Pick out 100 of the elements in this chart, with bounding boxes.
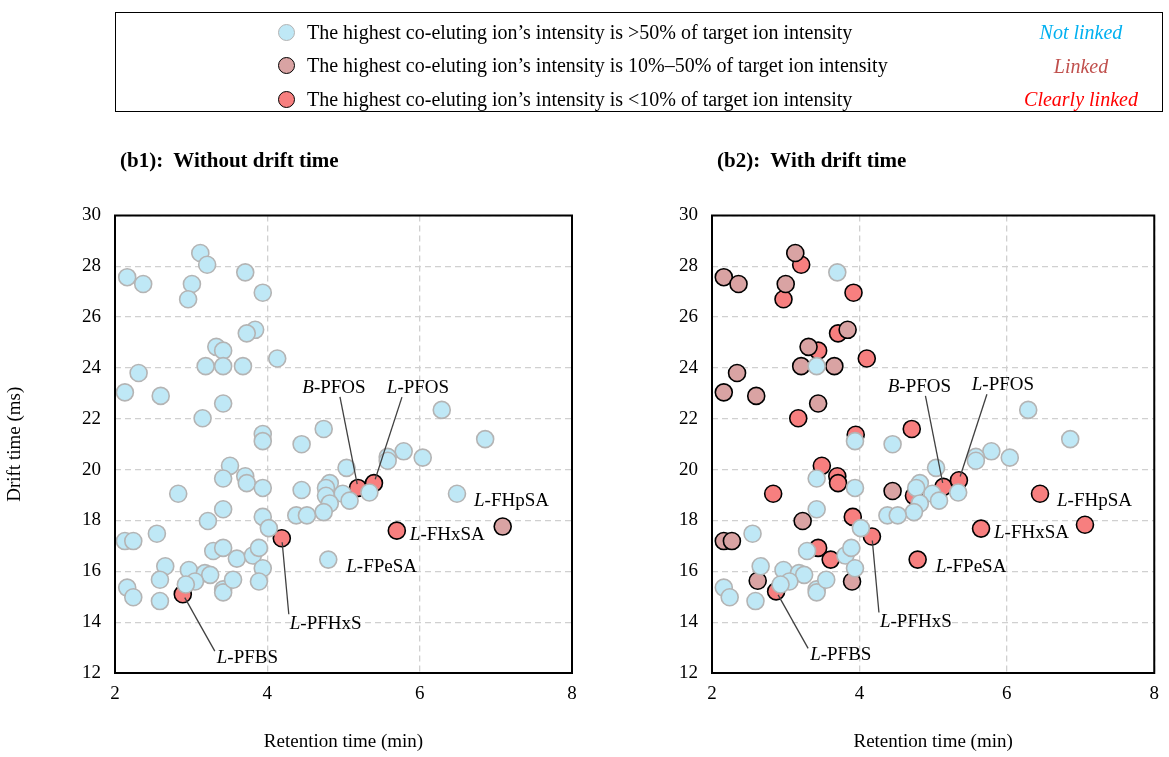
annotation: L-FPeSA	[934, 554, 1007, 576]
y-tick-label: 14	[82, 610, 102, 632]
y-tick-label: 18	[679, 508, 698, 530]
point	[883, 481, 902, 501]
x-tick-label: 8	[1149, 682, 1159, 704]
y-tick-label: 20	[82, 457, 101, 479]
point	[807, 499, 826, 519]
point	[816, 570, 836, 589]
point	[828, 263, 847, 282]
y-tick-label: 28	[679, 254, 698, 276]
annotation: B-PFOS	[302, 375, 366, 397]
annotation: L-FPeSA	[345, 554, 418, 576]
y-tick-label: 24	[82, 355, 102, 377]
point	[982, 442, 1001, 461]
point	[844, 283, 863, 302]
point	[971, 519, 991, 538]
point	[906, 478, 926, 498]
point	[799, 337, 818, 357]
x-tick-label: 4	[854, 682, 865, 704]
point	[774, 289, 793, 309]
point	[845, 558, 865, 578]
point	[845, 431, 865, 451]
annotation: L-PFHxS	[878, 610, 952, 632]
point	[722, 531, 742, 551]
point	[746, 386, 766, 406]
point	[807, 469, 826, 488]
legend-label: The highest co-eluting ion’s intensity is >50% of target ion intensity	[307, 20, 853, 44]
y-tick-label: 16	[679, 559, 698, 581]
point	[888, 506, 908, 525]
point	[727, 363, 747, 383]
point	[883, 434, 902, 454]
point	[794, 565, 814, 585]
point	[845, 478, 865, 498]
point	[797, 541, 817, 561]
point	[776, 274, 796, 294]
x-tick-label: 4	[262, 682, 273, 704]
x-tick-label: 2	[707, 682, 717, 704]
y-tick-label: 20	[679, 457, 698, 479]
point	[926, 458, 946, 478]
text: Clearly linked	[1023, 87, 1139, 113]
annotation: L-PFBS	[809, 643, 872, 665]
point	[746, 591, 765, 611]
chart-title: (b2): With drift time	[717, 148, 907, 173]
point	[714, 267, 734, 287]
point	[791, 356, 811, 376]
y-tick-label: 28	[82, 254, 101, 276]
point	[838, 320, 857, 340]
point	[720, 587, 739, 607]
point	[751, 556, 770, 576]
y-axis-title: Drift time (ms)	[3, 386, 26, 502]
point	[948, 483, 968, 502]
x-tick-label: 6	[1002, 682, 1012, 704]
point	[714, 383, 734, 402]
x-axis-title: Retention time (min)	[263, 729, 424, 752]
annotation: B-PFOS	[887, 374, 952, 396]
y-tick-label: 26	[679, 305, 698, 327]
y-tick-label: 16	[82, 559, 101, 581]
point	[902, 419, 922, 439]
point	[1075, 515, 1095, 535]
point	[842, 538, 861, 558]
chart-title: (b1): Without drift time	[120, 148, 339, 173]
point	[729, 274, 748, 294]
annotation: L-PFBS	[215, 646, 279, 668]
point	[272, 528, 292, 548]
annotation: L-FHpSA	[472, 488, 550, 510]
point	[807, 356, 826, 376]
y-tick-label: 12	[82, 660, 101, 682]
point	[825, 356, 844, 376]
x-tick-label: 2	[110, 682, 120, 704]
y-tick-label: 18	[82, 508, 101, 530]
point	[1030, 484, 1050, 504]
point	[851, 518, 871, 538]
x-tick-label: 6	[414, 682, 425, 704]
y-tick-label: 30	[679, 203, 698, 225]
y-tick-label: 30	[82, 203, 101, 225]
y-tick-label: 22	[82, 406, 101, 428]
annotation: L-FHxSA	[993, 520, 1070, 542]
point	[785, 243, 805, 263]
y-tick-label: 12	[679, 660, 698, 682]
point	[1018, 400, 1038, 420]
y-tick-label: 22	[679, 406, 698, 428]
annotation: L-PFOS	[385, 376, 450, 398]
point	[793, 511, 812, 531]
text: Linked	[1052, 53, 1110, 79]
point	[808, 394, 828, 413]
point	[1000, 448, 1020, 467]
point	[908, 550, 927, 569]
point	[788, 408, 808, 428]
point	[763, 484, 783, 504]
y-tick-label: 26	[82, 305, 101, 327]
x-tick-label: 8	[567, 682, 577, 704]
annotation: L-PFOS	[970, 373, 1035, 395]
point	[828, 473, 848, 493]
text: Not linked	[1038, 20, 1124, 45]
point	[771, 575, 790, 594]
y-tick-label: 24	[679, 355, 699, 377]
point	[929, 491, 949, 510]
point	[387, 521, 407, 540]
x-axis-title: Retention time (min)	[853, 729, 1013, 752]
annotation: L-FHxSA	[408, 522, 486, 544]
